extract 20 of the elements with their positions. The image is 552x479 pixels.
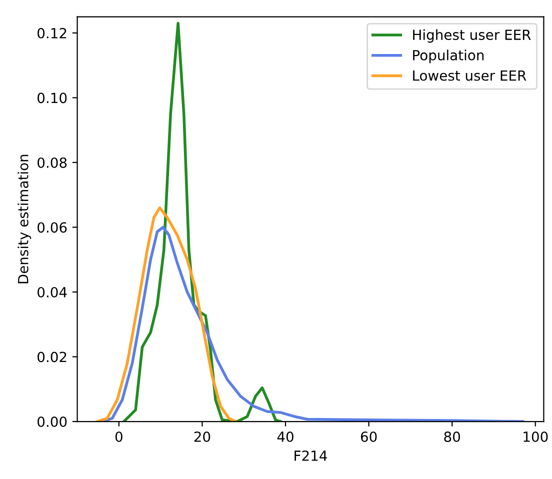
legend-label: Highest user EER bbox=[413, 29, 531, 43]
line-series bbox=[122, 22, 282, 422]
x-tick-label: 40 bbox=[277, 431, 294, 442]
y-tick-label: 0.00 bbox=[38, 416, 67, 427]
x-tick-label: 80 bbox=[444, 431, 460, 442]
y-tick-label: 0.08 bbox=[38, 157, 67, 168]
x-tick-label: 0 bbox=[115, 431, 122, 442]
y-tick-label: 0.12 bbox=[38, 28, 66, 38]
legend-label: Lowest user EER bbox=[413, 70, 526, 81]
legend-label: Population bbox=[413, 50, 484, 64]
y-axis-title: Density estimation bbox=[18, 154, 32, 284]
x-tick-label: 60 bbox=[360, 431, 377, 442]
line-series bbox=[96, 206, 237, 422]
y-tick-label: 0.04 bbox=[38, 286, 67, 298]
y-tick-label: 0.06 bbox=[38, 222, 67, 233]
y-tick-label: 0.02 bbox=[38, 352, 66, 362]
y-tick-label: 0.10 bbox=[38, 92, 67, 104]
x-tick-label: 100 bbox=[524, 431, 548, 442]
x-axis-title: F214 bbox=[294, 450, 327, 461]
x-tick-label: 20 bbox=[194, 431, 210, 442]
